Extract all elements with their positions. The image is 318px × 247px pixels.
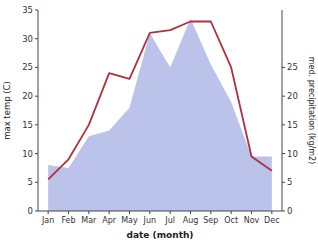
y-axis-label: max temp (C) (2, 81, 12, 140)
temperature-line (48, 21, 272, 179)
y-axis-line (38, 10, 39, 211)
x-axis-line (38, 211, 282, 212)
y2-axis-line (282, 10, 283, 211)
y-tick (35, 182, 38, 183)
y-tick-label: 30 (22, 34, 33, 44)
x-axis-label: date (month) (127, 230, 194, 240)
y2-tick (282, 67, 285, 68)
x-tick-label: Apr (102, 216, 117, 225)
y2-tick (282, 182, 285, 183)
y2-tick-label: 5 (287, 177, 292, 187)
x-tick (109, 211, 110, 214)
y-tick (35, 124, 38, 125)
x-tick-label: Oct (224, 216, 238, 225)
y2-tick (282, 96, 285, 97)
y-tick (35, 153, 38, 154)
x-tick-label: May (121, 216, 138, 225)
y-tick-label: 25 (22, 62, 33, 72)
y-tick-label: 20 (22, 91, 33, 101)
y-tick (35, 96, 38, 97)
x-tick (190, 211, 191, 214)
x-tick (149, 211, 150, 214)
x-tick (231, 211, 232, 214)
x-tick (170, 211, 171, 214)
y2-tick-label: 10 (287, 149, 298, 159)
x-tick-label: Jul (164, 216, 175, 225)
y-tick (35, 38, 38, 39)
page: {"chart_data": {"type": "line", "categor… (0, 0, 318, 247)
precipitation-area (48, 19, 272, 211)
y2-tick-label: 20 (287, 91, 298, 101)
y2-tick (282, 211, 285, 212)
x-tick-label: Aug (183, 216, 199, 225)
y-tick-label: 15 (22, 120, 33, 130)
x-tick-label: Jun (143, 216, 157, 225)
x-tick-label: Feb (61, 216, 75, 225)
y-tick (35, 67, 38, 68)
y-tick (35, 10, 38, 11)
x-tick (48, 211, 49, 214)
plot-area (48, 19, 272, 211)
axes: 0 5 10 15 20 25 30 35 0 5 10 15 20 25 Jan Feb Mar Apr May J… (22, 5, 298, 225)
x-tick (68, 211, 69, 214)
y2-tick-label: 25 (287, 62, 298, 72)
x-tick (129, 211, 130, 214)
y-tick-label: 10 (22, 149, 33, 159)
y2-tick-label: 0 (287, 206, 292, 216)
y-tick-label: 35 (22, 5, 33, 15)
y2-axis-label: med. precipitation (kg/m2) (307, 57, 316, 164)
chart: 0 5 10 15 20 25 30 35 0 5 10 15 20 25 Jan Feb Mar Apr May J… (0, 0, 318, 247)
x-tick-label: Mar (81, 216, 97, 225)
x-tick (88, 211, 89, 214)
y-tick-label: 0 (28, 206, 33, 216)
y2-tick (282, 153, 285, 154)
x-tick (251, 211, 252, 214)
y2-tick-label: 15 (287, 120, 298, 130)
y-tick-label: 5 (28, 177, 33, 187)
x-tick-label: Sep (203, 216, 218, 225)
x-tick (210, 211, 211, 214)
y-tick (35, 211, 38, 212)
x-tick-label: Dec (264, 216, 279, 225)
x-tick (271, 211, 272, 214)
y2-tick (282, 124, 285, 125)
x-tick-label: Jan (41, 216, 54, 225)
x-tick-label: Nov (244, 216, 260, 225)
